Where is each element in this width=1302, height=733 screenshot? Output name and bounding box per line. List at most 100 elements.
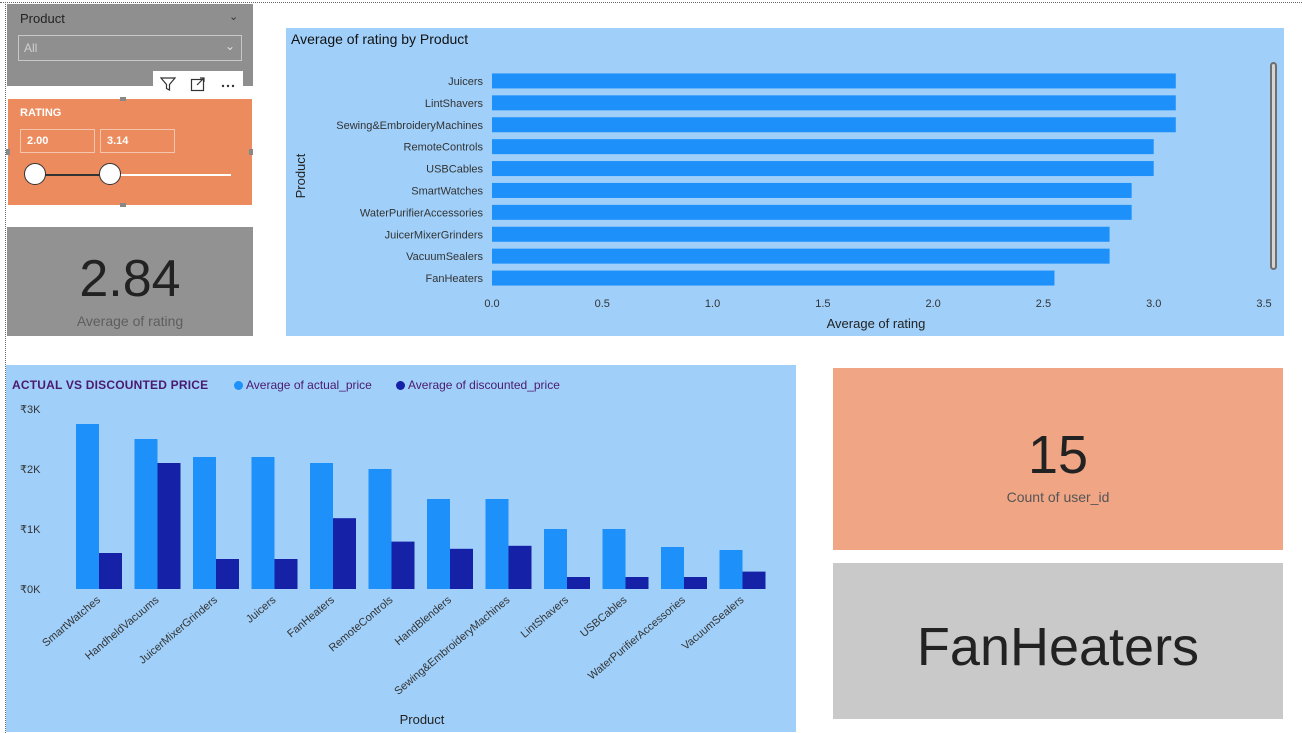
x-tick-label: 3.0 xyxy=(1146,298,1161,310)
y-tick-label: VacuumSealers xyxy=(406,251,483,263)
x-tick-label: 1.5 xyxy=(815,298,830,310)
rating-bar[interactable] xyxy=(492,95,1176,111)
actual-price-bar[interactable] xyxy=(661,547,684,589)
y-tick-label: JuicerMixerGrinders xyxy=(385,229,484,241)
slicer-title: Product xyxy=(20,11,65,26)
actual-price-bar[interactable] xyxy=(368,469,392,589)
discounted-price-bar[interactable] xyxy=(625,577,649,589)
filter-icon[interactable] xyxy=(153,71,183,96)
x-tick-label: HandBlenders xyxy=(393,594,454,648)
discounted-price-bar[interactable] xyxy=(391,541,415,589)
rating-bar[interactable] xyxy=(492,270,1055,286)
x-tick-label: WaterPurifierAccessories xyxy=(586,594,688,683)
rating-bar[interactable] xyxy=(492,139,1154,155)
y-tick-label: RemoteControls xyxy=(404,142,484,154)
actual-price-bar[interactable] xyxy=(427,499,450,589)
x-tick-label: RemoteControls xyxy=(327,594,396,655)
dropdown-value: All xyxy=(24,41,38,55)
user-count-card: 15 Count of user_id xyxy=(833,368,1283,550)
actual-price-bar[interactable] xyxy=(193,457,216,589)
x-tick-label: 2.0 xyxy=(925,298,940,310)
slider-track[interactable] xyxy=(35,174,231,176)
discounted-price-bar[interactable] xyxy=(99,553,122,589)
actual-price-bar[interactable] xyxy=(602,529,626,589)
rating-min-input[interactable]: 2.00 xyxy=(20,129,95,153)
product-name: FanHeaters xyxy=(916,617,1200,677)
actual-price-bar[interactable] xyxy=(310,463,333,589)
discounted-price-bar[interactable] xyxy=(333,518,356,589)
rating-bar[interactable] xyxy=(492,117,1176,133)
y-tick-label: LintShavers xyxy=(425,98,484,110)
discounted-price-bar[interactable] xyxy=(508,545,532,589)
legend-marker xyxy=(234,380,243,390)
kpi-value: 15 xyxy=(1027,425,1089,485)
chart-title: Average of rating by Product xyxy=(291,31,469,47)
actual-price-bar[interactable] xyxy=(485,499,509,589)
actual-price-bar[interactable] xyxy=(544,529,567,589)
rating-bar[interactable] xyxy=(492,226,1110,242)
chevron-down-icon: ⌄ xyxy=(224,39,235,53)
slider-range-fill xyxy=(35,174,110,176)
y-tick-label: ₹2K xyxy=(20,464,41,476)
rating-slicer[interactable]: RATING 2.00 3.14 xyxy=(8,99,252,205)
slicer-title: RATING xyxy=(20,107,62,119)
rating-bar[interactable] xyxy=(492,182,1132,198)
more-options-icon[interactable] xyxy=(213,71,243,96)
rating-by-product-chart[interactable]: Juicers LintShavers Sewing&EmbroideryMachi… xyxy=(286,28,1284,336)
legend-label: Average of actual_price xyxy=(246,378,372,392)
slider-min-handle[interactable] xyxy=(24,163,46,185)
rating-bar[interactable] xyxy=(492,161,1154,177)
legend-item-actual[interactable]: Average of actual_price xyxy=(234,378,372,392)
scrollbar-thumb[interactable] xyxy=(1272,64,1275,268)
x-tick-label: Juicers xyxy=(244,594,279,626)
resize-handle[interactable] xyxy=(249,149,253,155)
canvas-border xyxy=(0,2,1302,3)
canvas-border xyxy=(5,2,6,733)
discounted-price-bar[interactable] xyxy=(274,559,298,589)
discounted-price-bar[interactable] xyxy=(742,571,766,589)
rating-bar[interactable] xyxy=(492,204,1132,220)
discounted-price-bar[interactable] xyxy=(216,559,239,589)
rating-bar[interactable] xyxy=(492,248,1110,264)
x-tick-label: USBCables xyxy=(578,594,630,640)
rating-max-input[interactable]: 3.14 xyxy=(100,129,175,153)
actual-price-bar[interactable] xyxy=(719,550,743,589)
discounted-price-bar[interactable] xyxy=(450,548,473,589)
actual-price-bar[interactable] xyxy=(76,424,99,589)
y-tick-label: ₹1K xyxy=(20,524,41,536)
x-axis-label: Product xyxy=(400,712,445,727)
chart-scrollbar[interactable] xyxy=(1270,62,1277,270)
kpi-label: Count of user_id xyxy=(1006,489,1110,505)
x-tick-label: 1.0 xyxy=(705,298,720,310)
focus-mode-icon[interactable] xyxy=(183,71,213,96)
actual-price-bar[interactable] xyxy=(134,439,158,589)
chart-title: ACTUAL VS DISCOUNTED PRICE xyxy=(12,378,209,392)
y-tick-label: Sewing&EmbroideryMachines xyxy=(336,120,483,132)
y-tick-label: FanHeaters xyxy=(426,273,484,285)
x-tick-label: VacuumSealers xyxy=(680,594,747,653)
legend-label: Average of discounted_price xyxy=(408,378,560,392)
discounted-price-bar[interactable] xyxy=(684,577,707,589)
resize-handle[interactable] xyxy=(120,97,126,101)
product-dropdown[interactable]: All ⌄ xyxy=(18,35,242,61)
y-tick-label: ₹3K xyxy=(20,404,41,416)
x-tick-label: SmartWatches xyxy=(40,594,103,650)
x-tick-label: 3.5 xyxy=(1256,298,1271,310)
discounted-price-bar[interactable] xyxy=(567,577,590,589)
legend-marker xyxy=(396,380,405,390)
collapse-chevron-icon[interactable]: ⌄ xyxy=(229,11,239,23)
rating-bar[interactable] xyxy=(492,73,1176,89)
kpi-label: Average of rating xyxy=(76,313,184,329)
x-tick-label: 0.0 xyxy=(484,298,499,310)
selected-product-card: FanHeaters xyxy=(833,563,1283,719)
discounted-price-bar[interactable] xyxy=(157,463,181,589)
x-axis-label: Average of rating xyxy=(827,316,926,331)
actual-vs-discounted-chart[interactable]: ₹0K ₹1K ₹2K ₹3K SmartWatches HandheldVacuums J… xyxy=(6,365,796,732)
x-tick-label: Sewing&EmbroideryMachines xyxy=(392,594,513,698)
rating-bar-svg: Juicers LintShavers Sewing&EmbroideryMachi… xyxy=(293,73,1272,331)
slider-max-handle[interactable] xyxy=(99,163,121,185)
actual-price-bar[interactable] xyxy=(251,457,275,589)
legend-item-discounted[interactable]: Average of discounted_price xyxy=(396,378,560,392)
resize-handle[interactable] xyxy=(120,203,126,207)
resize-handle[interactable] xyxy=(6,149,10,155)
